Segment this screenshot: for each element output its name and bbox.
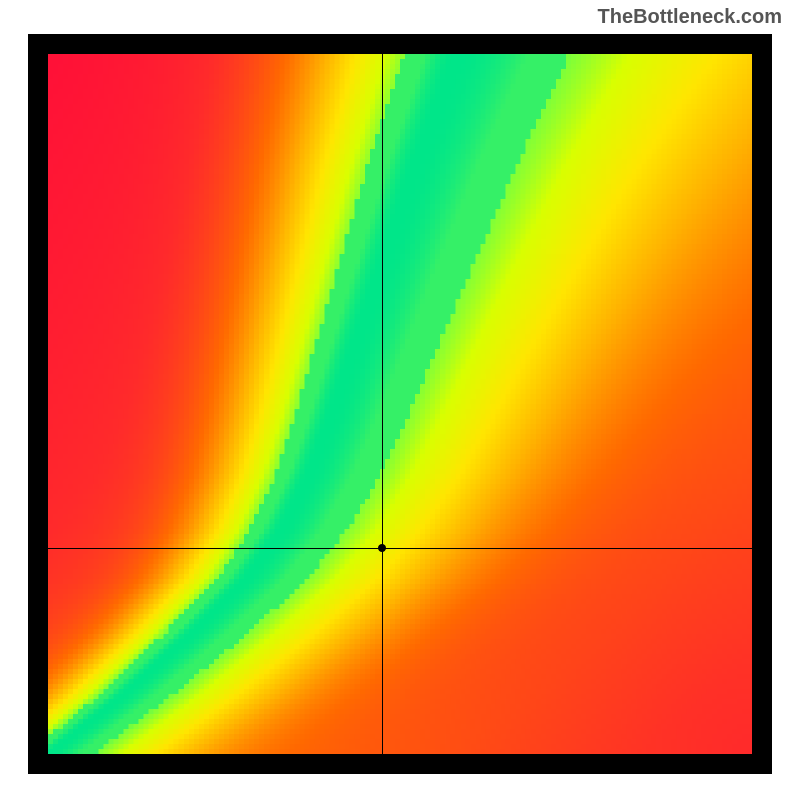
chart-container: TheBottleneck.com	[0, 0, 800, 800]
crosshair-vertical	[382, 54, 383, 754]
crosshair-horizontal	[48, 548, 752, 549]
plot-inner	[48, 54, 752, 754]
plot-frame	[28, 34, 772, 774]
attribution-text: TheBottleneck.com	[598, 6, 782, 29]
heatmap-canvas	[48, 54, 752, 754]
crosshair-dot	[378, 544, 386, 552]
